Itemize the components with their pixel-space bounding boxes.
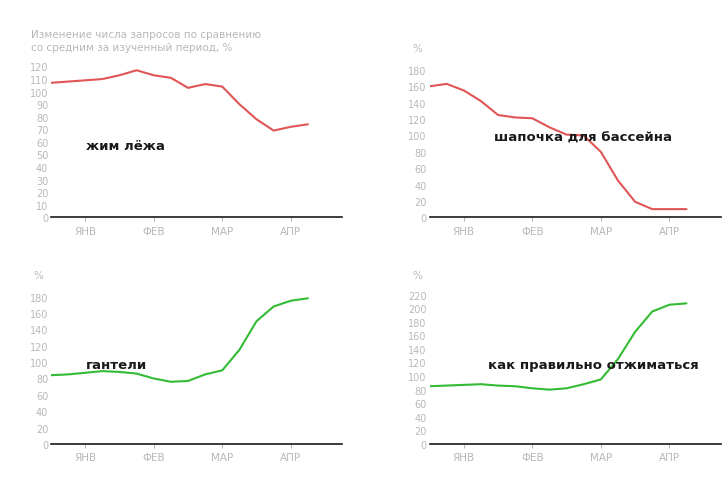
Text: Изменение числа запросов по сравнению
со средним за изученный период, %: Изменение числа запросов по сравнению со… <box>31 30 261 53</box>
Text: %: % <box>412 44 422 54</box>
Text: как правильно отжиматься: как правильно отжиматься <box>488 358 698 371</box>
Text: шапочка для бассейна: шапочка для бассейна <box>494 132 672 145</box>
Text: гантели: гантели <box>86 358 147 371</box>
Text: жим лёжа: жим лёжа <box>86 140 165 153</box>
Text: %: % <box>33 270 44 280</box>
Text: %: % <box>412 270 422 280</box>
